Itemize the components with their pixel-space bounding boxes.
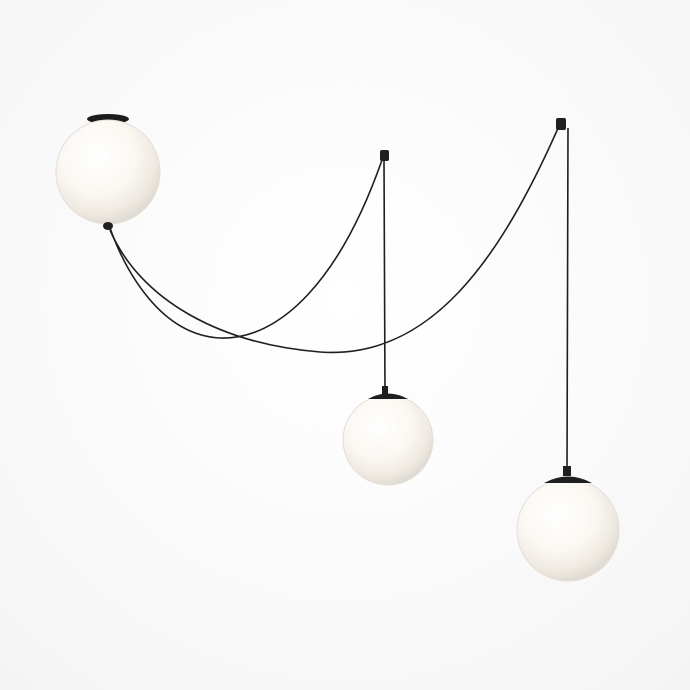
globe-left [55,114,161,230]
cord-swag-left [109,159,383,339]
cord-right-vertical [566,127,569,473]
globe-right [516,466,620,582]
globe-middle [342,386,434,486]
ceiling-mount-left [380,150,389,161]
cord-swag-right [109,125,560,354]
cord-middle-vertical [383,159,386,393]
